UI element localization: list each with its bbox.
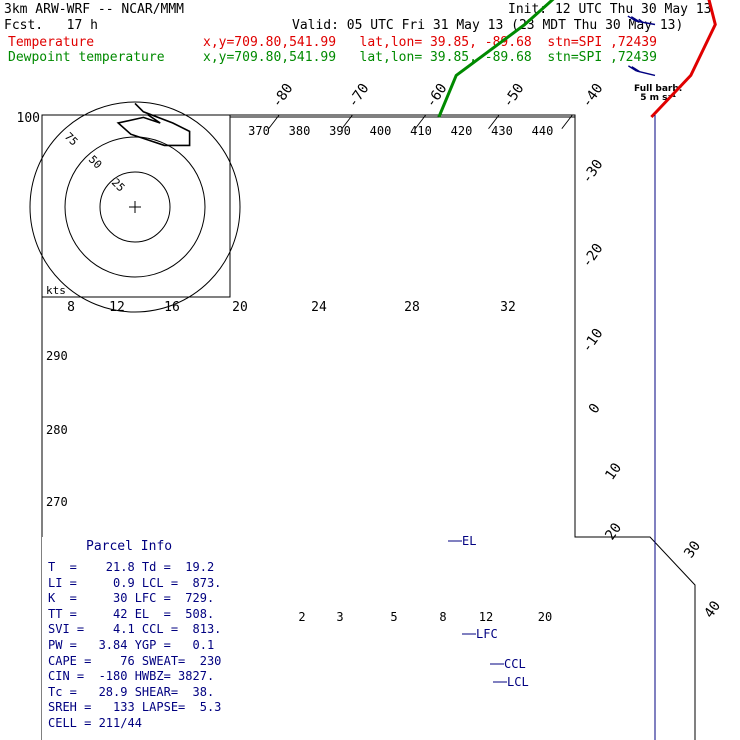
parcel-info-line: SREH = 133 LAPSE= 5.3 [48,700,222,715]
hodograph [29,101,241,313]
barb-legend-line1: Full barb: [634,84,683,94]
speed-label: 16 [164,300,180,315]
theta-label: 440 [532,124,554,138]
wind-barb-half [638,18,644,23]
speed-label: 24 [311,300,327,315]
theta-label: 430 [491,124,513,138]
speed-label: 20 [232,300,248,315]
hodograph-trace [116,102,191,147]
left-theta-label: 280 [46,423,68,437]
mixing-ratio-label: 5 [390,610,397,624]
theta-label: 420 [451,124,473,138]
left-theta-label: 270 [46,495,68,509]
background-lines [14,0,740,129]
valid-time: Valid: 05 UTC Fri 31 May 13 (23 MDT Thu … [292,18,684,33]
barb-legend: Full barb: 5 m s⁻¹ [634,85,682,103]
dry-adiabat [91,0,740,106]
hodograph-ring [99,171,171,243]
left-theta-label: 290 [46,349,68,363]
parcel-info-line: CIN = -180 HWBZ= 3827. [48,669,215,684]
model-title: 3km ARW-WRF -- NCAR/MMM [4,2,185,17]
isotherm-label: -20 [579,241,607,271]
mixing-ratio-label: 8 [439,610,446,624]
parcel-info-line: TT = 42 EL = 508. [48,606,215,621]
dry-adiabat [629,0,740,106]
theta-label: 410 [410,124,432,138]
speed-label: 12 [109,300,125,315]
dry-adiabat [168,0,740,106]
wind-barb-flag [628,65,637,72]
theta-label: 370 [248,124,270,138]
mixing-ratio-label: 3 [336,610,343,624]
hodograph-ring [64,136,206,278]
dry-adiabat [245,0,740,106]
pressure-label: 100 [17,111,40,126]
level-marker-lcl: LCL [507,675,529,689]
plot-border [42,114,696,740]
dry-adiabat [706,0,740,106]
isotherm-line [341,115,695,129]
parcel-info-line: CELL = 211/44 [48,715,142,730]
isotherm-label: -30 [579,157,607,187]
temperature-legend: Temperature [8,35,95,50]
mixing-ratio-label: 2 [298,610,305,624]
isotherm-line [268,115,692,129]
isotherm-label: 10 [602,460,625,483]
mixing-ratio-label: 12 [479,610,493,624]
isotherm-label: 30 [681,538,704,561]
forecast-hour: Fcst. 17 h [4,18,98,33]
level-marker-ccl: CCL [504,657,526,671]
parcel-info-line: Tc = 28.9 SHEAR= 38. [48,684,215,699]
level-marker-el: EL [462,534,476,548]
parcel-info-title: Parcel Info [86,539,173,554]
barb-legend-line2: 5 m s⁻¹ [640,93,677,103]
temperature-trace [650,0,717,119]
hodograph-box [41,114,231,298]
parcel-info-line: PW = 3.84 YGP = 0.1 [48,637,215,652]
isotherm-label: 20 [602,520,625,543]
mixing-ratio-label: 20 [538,610,552,624]
speed-label: 28 [404,300,420,315]
isotherm-label: -50 [500,81,528,111]
init-time: Init: 12 UTC Thu 30 May 13 [508,2,712,17]
speed-label: 32 [500,300,516,315]
dry-adiabat [360,0,740,106]
parcel-info-line: SVI = 4.1 CCL = 813. [48,622,222,637]
hodograph-units: kts [46,284,66,297]
isotherm-line [414,115,695,129]
parcel-info-line: K = 30 LFC = 729. [48,591,215,606]
isotherm-line [634,115,695,129]
theta-label: 380 [289,124,311,138]
parcel-info-line: T = 21.8 Td = 19.2 [48,560,215,574]
hodograph-ring [29,101,241,313]
dry-adiabat [591,0,740,106]
speed-label: 8 [67,300,75,315]
dry-adiabat [14,0,740,106]
parcel-info-line: CAPE = 76 SWEAT= 230 [48,653,222,668]
isotherm-label: 0 [586,401,604,417]
theta-label: 390 [329,124,351,138]
isotherm-label: 40 [701,598,724,621]
isotherm-line [488,115,695,129]
temperature-location: x,y=709.80,541.99 lat,lon= 39.85, -89.68… [203,35,657,50]
dewpoint-legend: Dewpoint temperature [8,50,165,65]
level-marker-lfc: LFC [476,627,498,641]
dry-adiabat [52,0,740,106]
isotherm-label: -10 [579,326,607,356]
isotherm-line [194,115,618,129]
wind-barb-flag [627,15,637,22]
dewpoint-location: x,y=709.80,541.99 lat,lon= 39.85, -89.68… [203,50,657,65]
isotherm-label: -80 [269,81,297,111]
parcel-info-panel: T = 21.8 Td = 19.2 LI = 0.9 LCL = 873. K =… [48,538,221,732]
dry-adiabat [514,0,740,106]
wind-barb-flag [631,66,641,73]
isotherm-label: -70 [345,81,373,111]
theta-label: 400 [370,124,392,138]
parcel-info-line: LI = 0.9 LCL = 873. [48,575,222,590]
parcel-info-box [42,537,240,740]
isotherm-label: -40 [579,81,607,111]
wind-barb-flag [630,16,640,23]
